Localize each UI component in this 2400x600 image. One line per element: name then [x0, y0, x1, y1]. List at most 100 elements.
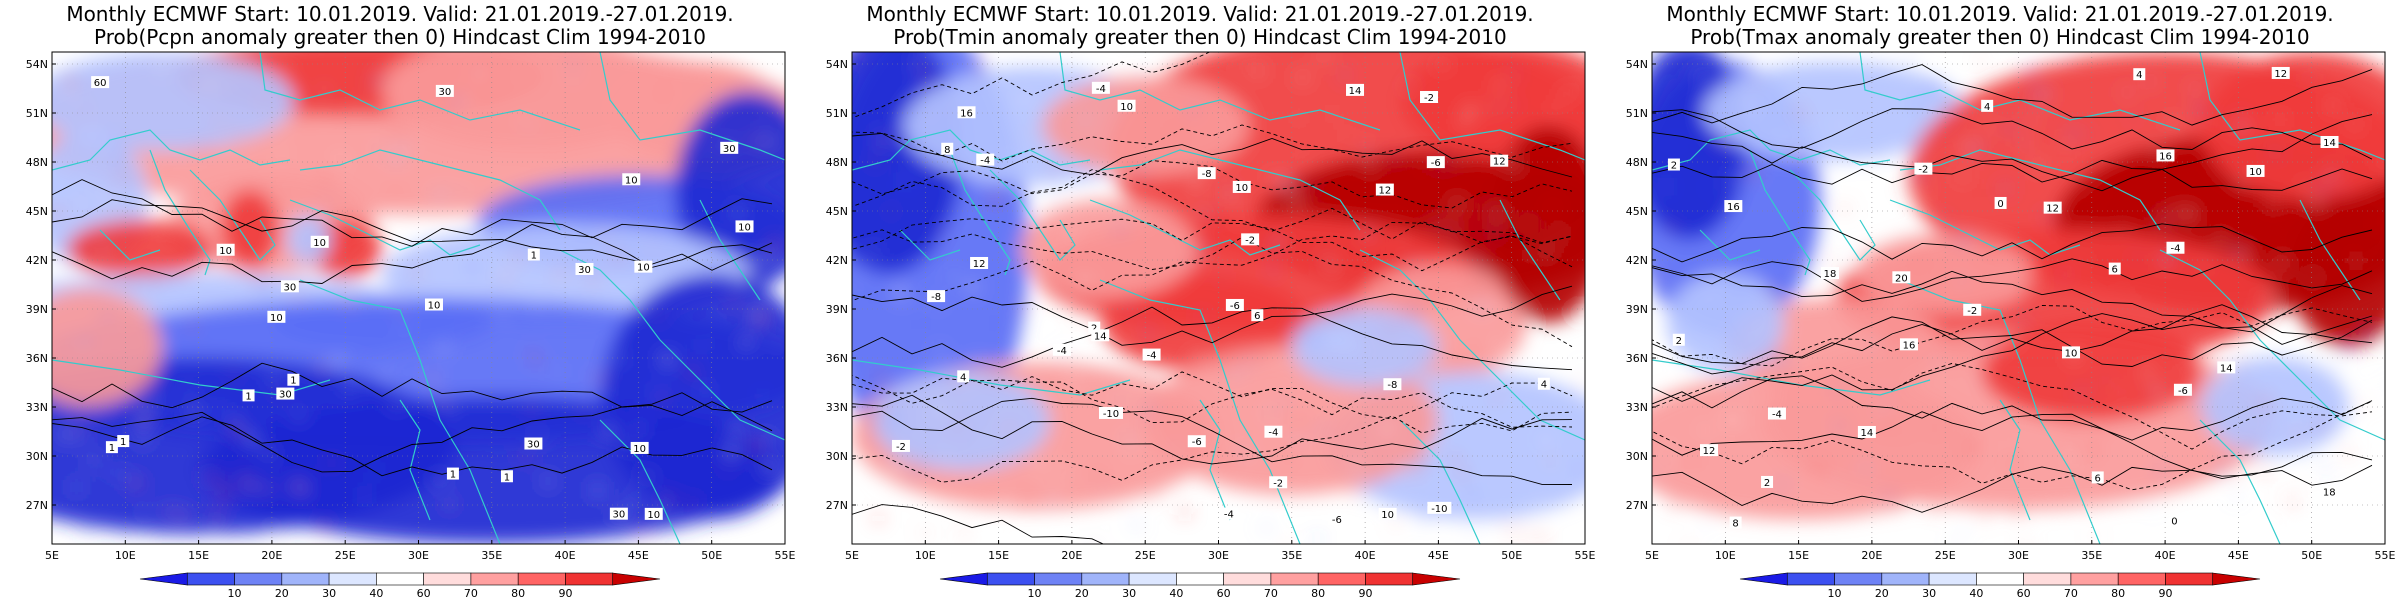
lat-tick-label: 54N [1626, 58, 1648, 71]
colorbar-arrow-right [2212, 572, 2261, 586]
lon-tick-label: 15E [188, 549, 209, 562]
lat-tick-label: 36N [1626, 352, 1648, 365]
contour-label-box [267, 310, 286, 323]
contour-label-box [276, 387, 295, 400]
contour-label-box [1117, 99, 1136, 112]
contour-label: 30 [613, 510, 626, 521]
contour-label-box [527, 248, 540, 261]
contour-label: 4 [1984, 102, 1990, 113]
contour-label-box [1724, 200, 1743, 213]
contour-label: 12 [1493, 157, 1506, 168]
lat-tick-label: 30N [1626, 450, 1648, 463]
probability-patch [601, 273, 785, 520]
contour-label-box [242, 389, 255, 402]
lat-tick-label: 51N [26, 107, 48, 120]
contour-label-box [720, 141, 739, 154]
contour-lines [1652, 64, 2373, 513]
contour-label: -4 [1057, 346, 1067, 357]
contour-label: 0 [1997, 199, 2003, 210]
lat-tick-label: 33N [826, 401, 848, 414]
contour-label-box [1994, 196, 2007, 209]
contour-label-box [1241, 233, 1260, 246]
lat-tick-label: 42N [1626, 254, 1648, 267]
contour-lines [852, 52, 1573, 544]
lon-tick-label: 25E [1135, 549, 1156, 562]
lon-tick-label: 45E [2228, 549, 2249, 562]
contour-lines [52, 179, 773, 477]
lon-tick-label: 10E [1715, 549, 1736, 562]
colorbar-label: 70 [1264, 587, 1278, 600]
contour-label: 14 [1861, 428, 1874, 439]
contour-label: 10 [270, 313, 283, 324]
contour-label: 6 [1254, 311, 1260, 322]
probability-patch [1042, 76, 1248, 175]
colorbar-label: 70 [464, 587, 478, 600]
contour-label: 2 [1671, 161, 1677, 172]
contour-label: 10 [738, 222, 751, 233]
lat-tick-label: 51N [826, 107, 848, 120]
lon-tick-label: 15E [1788, 549, 1809, 562]
contour-label-box [1142, 348, 1161, 361]
colorbar-segment [2023, 572, 2072, 586]
contour-label: 10 [2249, 167, 2262, 178]
contour-label-box [1820, 267, 1839, 280]
colorbar-segment [328, 572, 377, 586]
contour-label: 12 [2046, 204, 2059, 215]
contour-label-box [2108, 262, 2121, 275]
contour-label-box [216, 243, 235, 256]
contour-label-box [2043, 201, 2062, 214]
map-tmin: -8 -6 -4 -6 -4 -10 -2 -4 -2 -8 -6 -4 -2 2 -2 -6 -4 -8 4 -4 1… [826, 51, 1596, 600]
contour-label-box [1963, 303, 1982, 316]
colorbar-segment [1270, 572, 1319, 586]
contour-label-box [2156, 149, 2175, 162]
contour-label: -4 [2170, 244, 2180, 255]
colorbar-segment [281, 572, 330, 586]
contour-label: 20 [1895, 273, 1908, 284]
contour-label: 16 [1903, 340, 1916, 351]
contour-label-box [1327, 512, 1346, 525]
contour-label-box [310, 235, 329, 248]
probability-patch [271, 298, 492, 348]
contour-labels: -8 -6 -4 -6 -4 -10 -2 -4 -2 -8 -6 -4 -2 2 -2 -6 -4 -8 4 -4 1… [891, 81, 1550, 526]
contour-label: 1 [531, 251, 537, 262]
lat-tick-label: 45N [826, 205, 848, 218]
contour-label-box [1981, 99, 1994, 112]
probability-patch [381, 52, 676, 151]
contour-label-box [622, 173, 641, 186]
contour-label-box [1225, 298, 1244, 311]
contour-label: 6 [2095, 473, 2101, 484]
colorbar-segment [1176, 572, 1224, 586]
contour-label-box [91, 76, 110, 89]
contour-label-box [630, 441, 649, 454]
contour-label: 10 [2065, 348, 2078, 359]
contour-label: 12 [1703, 446, 1716, 457]
lon-tick-label: 10E [115, 549, 136, 562]
contour-label-box [1375, 183, 1394, 196]
contour-label-box [1219, 507, 1238, 520]
lon-tick-label: 20E [1061, 549, 1082, 562]
lat-tick-label: 27N [26, 499, 48, 512]
contour-label-box [2166, 241, 2185, 254]
colorbar-label: 60 [2017, 587, 2031, 600]
lat-tick-label: 33N [26, 401, 48, 414]
contour-label: -8 [1202, 169, 1212, 180]
contour-label: 0 [2171, 517, 2177, 528]
colorbar-label: 60 [1217, 587, 1231, 600]
contour-label: -4 [1772, 410, 1782, 421]
colorbar-arrow-left [939, 572, 988, 586]
contour-label-box [1899, 338, 1918, 351]
colorbar-segment [1881, 572, 1930, 586]
contour-label: 12 [973, 259, 986, 270]
contour-label-box [957, 106, 976, 119]
colorbar-segment [1128, 572, 1177, 586]
contour-label-box [1197, 167, 1216, 180]
contour-label: -4 [1096, 84, 1106, 95]
panel-tmax: Monthly ECMWF Start: 10.01.2019. Valid: … [1600, 0, 2400, 600]
contour-label-box [1761, 475, 1774, 488]
colorbar: 10 20 30 40 60 70 80 90 [1739, 572, 2261, 600]
contour-label-box [609, 507, 628, 520]
contour-label: 16 [960, 108, 973, 119]
colorbar-label: 20 [1875, 587, 1889, 600]
